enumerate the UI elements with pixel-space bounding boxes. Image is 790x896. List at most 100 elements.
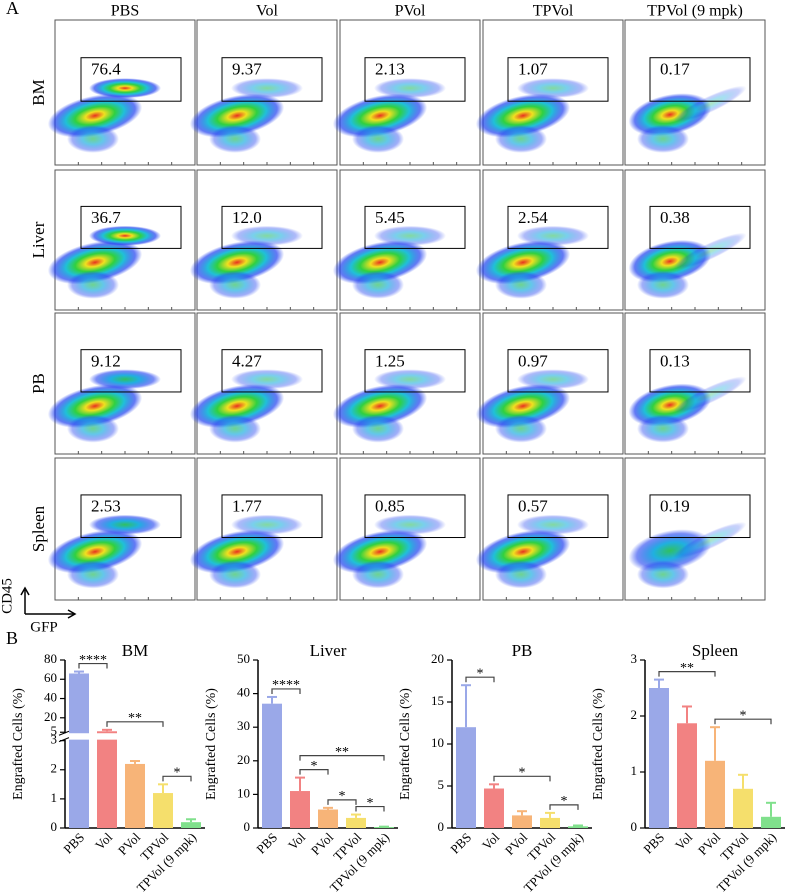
gate [507,57,609,102]
population [628,239,712,283]
significance-label: ** [680,661,694,676]
y-tick-label: 1 [51,790,58,805]
y-tick-label: 40 [44,690,57,705]
flow-plot: 5.45 [332,169,481,311]
flow-plot: 0.19 [624,457,766,601]
population [209,124,261,153]
panel-letter: B [6,628,18,648]
gate-percent: 1.25 [375,351,405,370]
significance-bracket [299,754,385,761]
row-label: Liver [29,221,48,258]
flow-plot: 36.7 [47,169,196,311]
gate [507,494,609,539]
gate [80,494,182,539]
gate [221,494,323,539]
bar [484,788,504,828]
x-tick-label: PBS [253,830,280,857]
population [637,414,689,443]
population [332,529,428,574]
gate [507,349,609,393]
x-tick-label: PBS [447,830,474,857]
population [628,383,712,427]
flow-plot: 2.54 [475,169,624,311]
gate-percent: 4.27 [232,351,262,370]
gate [649,349,751,393]
bar [69,673,89,828]
bar [262,703,282,828]
gate-percent: 12.0 [232,208,262,227]
significance-label: * [367,796,374,811]
population [517,514,589,535]
gate [221,205,323,249]
y-tick-label: 20 [431,651,444,666]
y-tick-label: 0 [244,819,251,834]
y-tick-label: 50 [237,651,250,666]
y-tick-label: 1 [631,763,638,778]
gate-percent: 0.17 [660,60,690,79]
panel-letter: A [6,0,19,18]
population [189,240,285,285]
axis-break [57,733,197,740]
flow-plot: 76.4 [47,19,196,166]
axis-arrows [20,586,77,619]
flow-plot: 0.38 [624,169,766,311]
population [637,560,689,589]
flow-plot: 12.0 [189,169,338,311]
bar [540,817,560,828]
significance-label: * [174,766,181,781]
population [352,270,404,299]
bar [512,815,532,828]
population [89,78,161,99]
bar [733,788,753,828]
y-tick-label: 5 [51,723,58,738]
gate-percent: 9.37 [232,60,262,79]
gate-percent: 76.4 [91,60,121,79]
gate-percent: 9.12 [91,351,121,370]
bar [181,822,201,828]
gate-percent: 2.13 [375,60,405,79]
column-header: PBS [111,3,139,20]
break-mark [58,737,70,743]
gate-percent: 0.85 [375,497,405,516]
population [374,225,446,246]
bar [568,826,588,828]
population [673,232,747,270]
population [67,414,119,443]
flow-plot: 0.17 [624,19,766,166]
row-label: PB [29,373,48,394]
population [352,414,404,443]
y-tick-label: 2 [51,761,58,776]
y-tick-label: 40 [237,685,250,700]
population [47,384,143,429]
y-tick-label: 10 [237,785,250,800]
gate-percent: 0.13 [660,351,690,370]
y-tick-label: 0 [438,819,445,834]
chart-title: BM [122,641,148,660]
x-tick-label: PBS [60,830,87,857]
x-tick-label: Vol [479,829,502,852]
population [495,414,547,443]
population [89,369,161,390]
column-header: Vol [256,3,278,20]
gate-percent: 5.45 [375,208,405,227]
gate [649,57,751,102]
population [517,225,589,246]
population [374,514,446,535]
flow-plot: 1.25 [332,312,481,455]
population [628,93,712,137]
bar [456,727,476,828]
x-tick-label: Vol [672,829,695,852]
y-tick-label: 60 [44,670,57,685]
significance-bracket [658,670,716,677]
population [475,240,571,285]
population [637,270,689,299]
row-label: BM [29,79,48,105]
gate [80,57,182,102]
population [67,124,119,153]
significance-bracket [327,799,357,805]
gate-percent: 0.97 [518,351,548,370]
gate-percent: 0.38 [660,208,690,227]
bar [705,760,725,828]
population [209,270,261,299]
